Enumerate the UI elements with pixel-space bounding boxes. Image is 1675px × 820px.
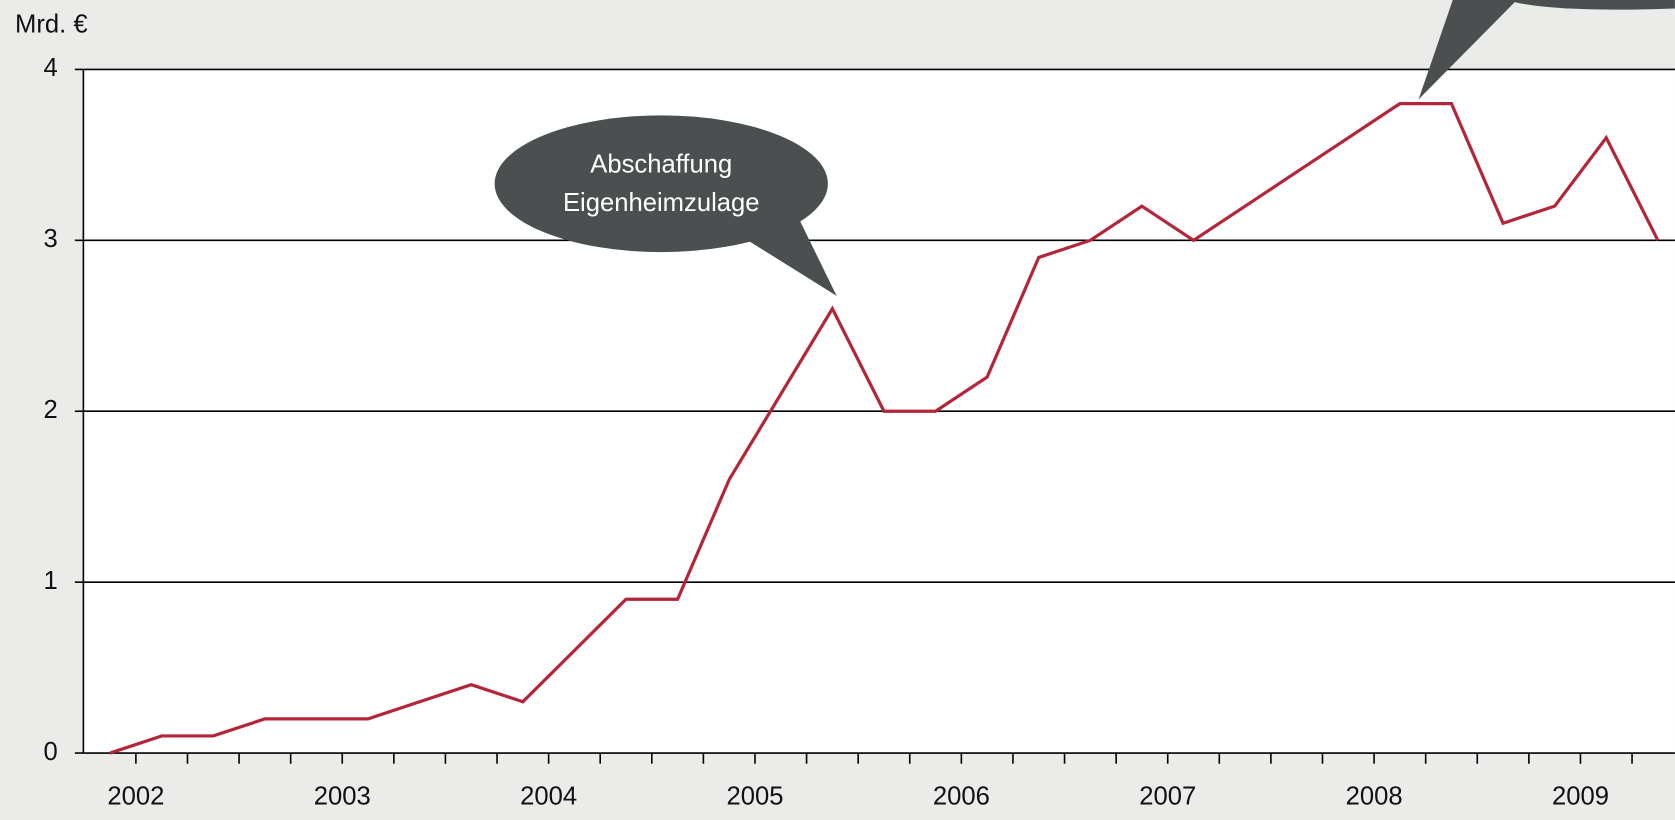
callout-bubble-cut — [1506, 0, 1675, 10]
x-tick-label: 2009 — [1552, 783, 1609, 811]
y-axis-label: Mrd. € — [15, 10, 88, 38]
data-line — [109, 102, 1660, 755]
x-tick-label: 2008 — [1346, 783, 1403, 811]
callout-text: Abschaffung — [590, 150, 732, 178]
x-tick-label: 2006 — [933, 783, 990, 811]
callout-shape — [747, 218, 837, 296]
callout-text: Eigenheimzulage — [563, 189, 760, 217]
y-tick-label: 3 — [43, 225, 57, 253]
x-tick-label: 2007 — [1139, 783, 1196, 811]
callout: Abschaffung Eigenheimzulage — [494, 115, 837, 296]
y-tick-label: 1 — [43, 567, 57, 595]
y-tick-label: 2 — [43, 396, 57, 424]
y-tick-label: 0 — [43, 738, 57, 766]
callout-bubble — [494, 115, 828, 253]
y-tick-label: 4 — [43, 54, 57, 82]
x-tick-label: 2004 — [520, 783, 577, 811]
x-tick-label: 2002 — [107, 783, 164, 811]
x-tick-label: 2005 — [726, 783, 783, 811]
x-tick-label: 2003 — [314, 783, 371, 811]
